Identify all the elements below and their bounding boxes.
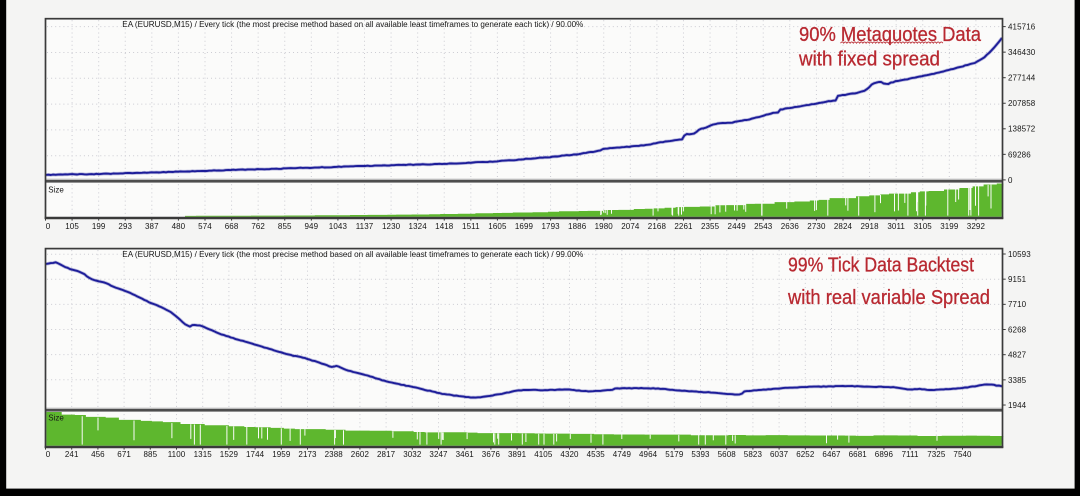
svg-text:4964: 4964	[639, 450, 658, 459]
svg-text:671: 671	[117, 450, 131, 459]
svg-text:1699: 1699	[515, 222, 534, 231]
svg-text:10593: 10593	[1008, 250, 1031, 259]
svg-text:4749: 4749	[613, 450, 632, 459]
svg-text:2388: 2388	[325, 450, 344, 459]
svg-text:9151: 9151	[1008, 275, 1027, 284]
svg-text:99% Tick Data Backtest: 99% Tick Data Backtest	[788, 253, 974, 276]
svg-text:1529: 1529	[220, 450, 239, 459]
svg-text:456: 456	[91, 450, 105, 459]
svg-text:2824: 2824	[834, 222, 853, 231]
svg-text:949: 949	[305, 222, 319, 231]
svg-text:1315: 1315	[194, 450, 213, 459]
svg-text:90% Metaquotes Data: 90% Metaquotes Data	[799, 23, 982, 46]
svg-text:2168: 2168	[648, 222, 667, 231]
svg-text:4827: 4827	[1008, 351, 1027, 360]
svg-text:0: 0	[46, 450, 51, 459]
svg-text:6681: 6681	[849, 450, 868, 459]
svg-text:855: 855	[278, 222, 292, 231]
svg-text:4320: 4320	[560, 450, 579, 459]
svg-text:0: 0	[1008, 176, 1013, 185]
svg-text:1944: 1944	[1008, 401, 1027, 410]
svg-text:241: 241	[65, 450, 79, 459]
svg-text:277144: 277144	[1008, 74, 1036, 83]
svg-text:6037: 6037	[770, 450, 789, 459]
svg-text:69286: 69286	[1008, 150, 1031, 159]
svg-text:3676: 3676	[482, 450, 501, 459]
svg-text:3247: 3247	[429, 450, 448, 459]
svg-text:1137: 1137	[356, 222, 374, 231]
svg-text:6268: 6268	[1008, 325, 1027, 334]
svg-text:1605: 1605	[488, 222, 507, 231]
svg-text:2817: 2817	[377, 450, 396, 459]
svg-text:7540: 7540	[953, 450, 972, 459]
svg-text:7710: 7710	[1008, 300, 1027, 309]
svg-text:1230: 1230	[382, 222, 401, 231]
svg-text:480: 480	[172, 222, 186, 231]
svg-text:EA (EURUSD,M15) / Every tick (: EA (EURUSD,M15) / Every tick (the most p…	[122, 20, 583, 29]
svg-text:6252: 6252	[796, 450, 815, 459]
svg-text:2449: 2449	[728, 222, 747, 231]
svg-text:293: 293	[118, 222, 132, 231]
svg-text:4105: 4105	[534, 450, 553, 459]
svg-text:6896: 6896	[875, 450, 894, 459]
svg-text:0: 0	[46, 222, 51, 231]
svg-text:6467: 6467	[822, 450, 841, 459]
svg-text:7325: 7325	[927, 450, 946, 459]
svg-text:1744: 1744	[246, 450, 265, 459]
svg-text:3385: 3385	[1008, 376, 1027, 385]
svg-text:387: 387	[145, 222, 159, 231]
svg-text:7111: 7111	[902, 450, 919, 459]
svg-text:5608: 5608	[718, 450, 737, 459]
svg-text:2918: 2918	[860, 222, 879, 231]
svg-text:2636: 2636	[781, 222, 800, 231]
svg-text:3292: 3292	[967, 222, 986, 231]
svg-text:3199: 3199	[940, 222, 959, 231]
svg-text:5823: 5823	[744, 450, 763, 459]
svg-text:415716: 415716	[1008, 23, 1036, 32]
svg-text:Size: Size	[48, 413, 64, 422]
svg-text:4535: 4535	[587, 450, 606, 459]
svg-text:105: 105	[65, 222, 79, 231]
svg-text:with real variable Spread: with real variable Spread	[787, 286, 990, 309]
svg-text:668: 668	[225, 222, 239, 231]
svg-text:3891: 3891	[508, 450, 527, 459]
svg-text:1980: 1980	[595, 222, 614, 231]
svg-text:199: 199	[92, 222, 106, 231]
svg-text:1886: 1886	[568, 222, 587, 231]
svg-text:with fixed spread: with fixed spread	[798, 48, 940, 71]
svg-text:2543: 2543	[754, 222, 773, 231]
svg-text:2074: 2074	[621, 222, 640, 231]
svg-text:5179: 5179	[665, 450, 684, 459]
svg-text:2355: 2355	[701, 222, 720, 231]
svg-text:574: 574	[198, 222, 212, 231]
svg-text:1100: 1100	[168, 450, 186, 459]
svg-text:762: 762	[251, 222, 265, 231]
svg-text:2261: 2261	[674, 222, 693, 231]
svg-text:3011: 3011	[887, 222, 905, 231]
svg-text:Size: Size	[48, 185, 64, 194]
svg-text:346430: 346430	[1008, 48, 1036, 57]
svg-text:207858: 207858	[1008, 99, 1036, 108]
svg-text:1959: 1959	[272, 450, 291, 459]
svg-text:3032: 3032	[403, 450, 422, 459]
svg-text:885: 885	[143, 450, 157, 459]
svg-text:5393: 5393	[691, 450, 710, 459]
svg-text:EA (EURUSD,M15) / Every tick (: EA (EURUSD,M15) / Every tick (the most p…	[122, 250, 583, 259]
svg-text:1043: 1043	[329, 222, 348, 231]
svg-text:3461: 3461	[456, 450, 475, 459]
svg-text:138572: 138572	[1008, 125, 1036, 134]
svg-text:1793: 1793	[541, 222, 560, 231]
svg-text:1418: 1418	[435, 222, 454, 231]
svg-text:1324: 1324	[409, 222, 428, 231]
svg-text:2602: 2602	[351, 450, 370, 459]
svg-text:2173: 2173	[298, 450, 317, 459]
svg-text:2730: 2730	[807, 222, 826, 231]
svg-text:1511: 1511	[462, 222, 480, 231]
svg-text:3105: 3105	[914, 222, 933, 231]
